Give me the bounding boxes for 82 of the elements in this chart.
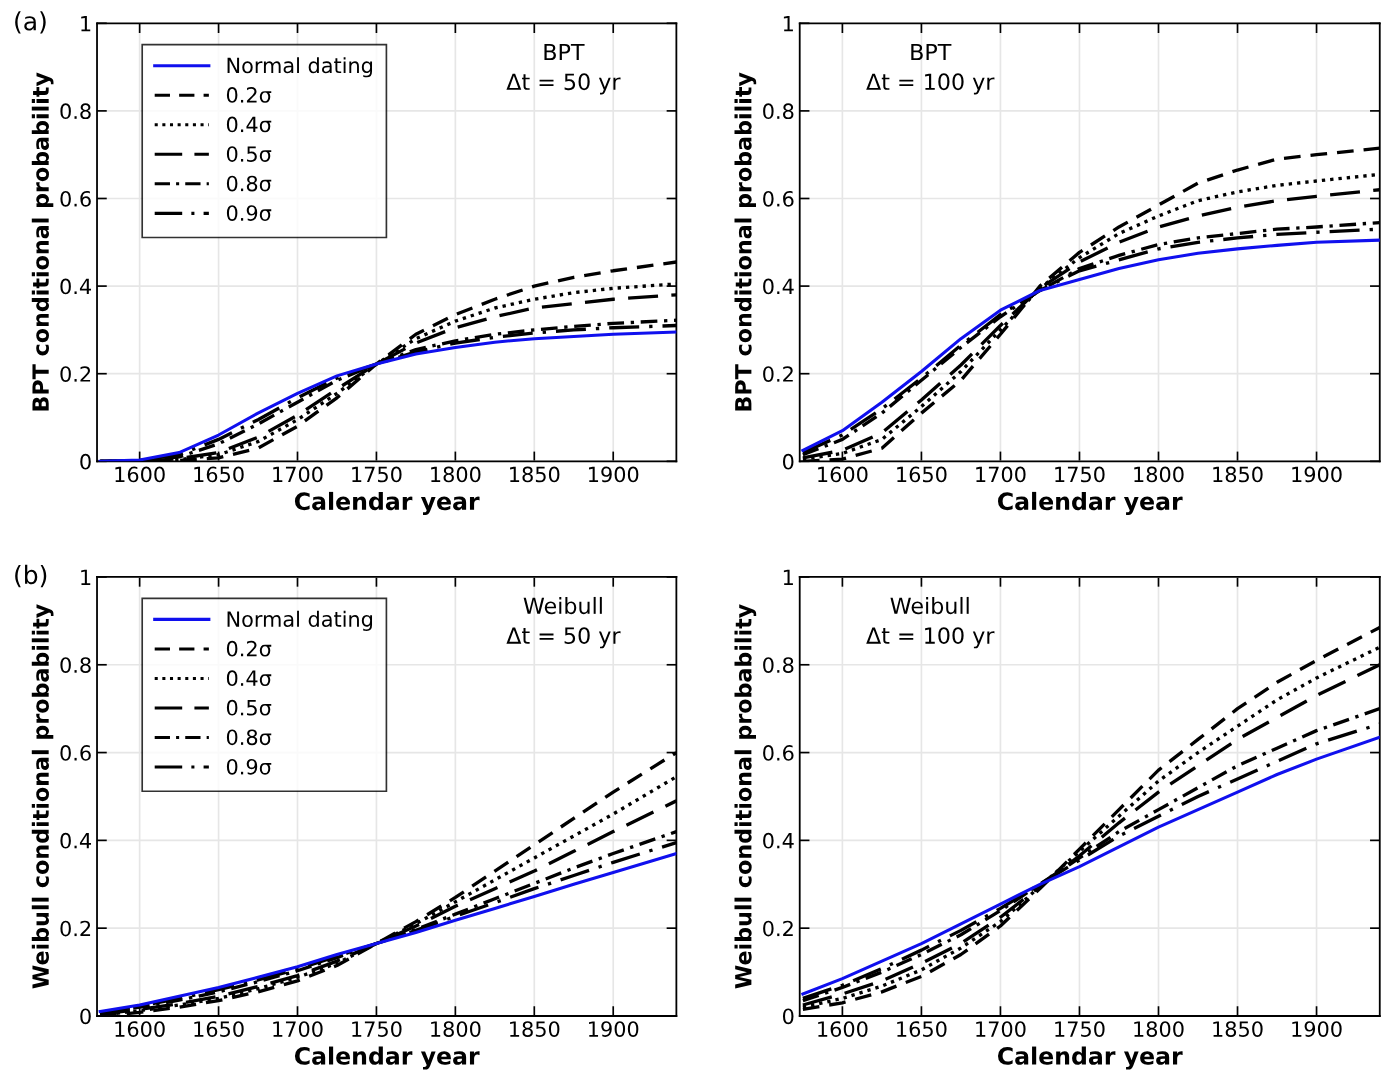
x-tick-label: 1850 [1213,1021,1263,1037]
y-axis-title: Weibull conditional probability [31,604,54,989]
legend-label: 0.4σ [226,670,272,687]
y-axis-title: Weibull conditional probability [734,604,757,989]
annotation: Δt = 100 yr [866,73,995,95]
x-axis-title: Calendar year [997,491,1183,515]
y-tick-label: 0.4 [60,832,91,849]
y-tick-label: 0.8 [60,103,91,120]
x-tick-label: 1600 [818,466,868,483]
annotation: Δt = 50 yr [506,627,621,649]
annotation: Δt = 100 yr [866,627,995,649]
annotation: Δt = 50 yr [506,73,621,95]
annotation: Weibull [890,596,969,615]
x-tick-label: 1850 [1213,466,1263,483]
legend-label: 0.9σ [226,205,272,221]
x-tick-label: 1900 [589,466,639,483]
x-tick-label: 1700 [273,466,323,483]
x-tick-label: 1900 [1292,466,1342,483]
y-tick-label: 0.4 [60,278,91,295]
x-axis-title: Calendar year [294,491,480,515]
y-axis-title: BPT conditional probability [734,72,757,411]
x-tick-label: 1850 [510,466,560,483]
y-tick-label: 0.4 [763,832,794,849]
y-tick-label: 0 [80,1008,91,1025]
legend-label: Normal dating [227,610,373,632]
y-tick-label: 1 [783,16,793,32]
x-tick-label: 1650 [194,466,244,483]
y-tick-label: 0 [782,1008,794,1025]
annotation: BPT [911,43,952,61]
x-tick-label: 1650 [897,1021,947,1037]
legend-label: 0.5σ [226,146,272,162]
x-tick-label: 1700 [976,1021,1026,1037]
y-tick-label: 1 [81,569,91,585]
legend-label: Normal dating [227,57,373,78]
x-axis-title: Calendar year [294,1046,480,1070]
text: (b) [15,564,47,588]
x-tick-label: 1700 [273,1021,323,1037]
y-tick-label: 1 [81,16,91,32]
x-axis-title: Calendar year [997,1046,1183,1070]
x-tick-label: 1900 [589,1021,639,1037]
x-tick-label: 1600 [115,466,165,483]
y-tick-label: 0.8 [763,103,794,120]
annotation: Weibull [523,596,602,615]
legend-label: 0.2σ [226,640,272,657]
x-tick-label: 1800 [1134,1021,1184,1037]
legend-label: 0.5σ [226,699,272,716]
y-tick-label: 0.8 [763,657,794,673]
x-tick-label: 1850 [510,1021,560,1037]
x-tick-label: 1750 [352,466,402,483]
text: (a) [15,11,46,34]
x-tick-label: 1600 [818,1021,868,1037]
y-tick-label: 0.6 [60,190,91,207]
legend-label: 0.2σ [226,87,272,103]
x-tick-label: 1800 [431,1021,481,1037]
legend-label: 0.4σ [226,116,272,133]
legend-label: 0.8σ [226,729,272,746]
legend-label: 0.8σ [226,175,272,192]
y-tick-label: 0.2 [60,920,91,937]
y-axis-title: BPT conditional probability [31,72,54,411]
legend-label: 0.9σ [226,758,272,775]
annotation: BPT [544,43,585,61]
y-tick-label: 0.6 [60,745,91,761]
y-tick-label: 0.8 [60,657,91,673]
y-tick-label: 0.2 [60,366,91,382]
x-tick-label: 1800 [431,466,481,483]
y-tick-label: 0.6 [763,190,794,207]
y-tick-label: 0.4 [763,278,794,295]
x-tick-label: 1900 [1292,1021,1342,1037]
x-tick-label: 1600 [115,1021,165,1037]
x-tick-label: 1750 [1055,466,1105,483]
x-tick-label: 1700 [976,466,1026,483]
x-tick-label: 1800 [1134,466,1184,483]
y-tick-label: 0.2 [763,366,793,382]
y-tick-label: 1 [783,569,793,585]
y-tick-label: 0 [782,453,794,470]
x-tick-label: 1750 [352,1021,402,1037]
x-tick-label: 1650 [897,466,947,483]
y-tick-label: 0.2 [763,920,793,937]
x-tick-label: 1650 [194,1021,244,1037]
y-tick-label: 0.6 [763,745,794,761]
x-tick-label: 1750 [1055,1021,1105,1037]
y-tick-label: 0 [80,453,91,470]
